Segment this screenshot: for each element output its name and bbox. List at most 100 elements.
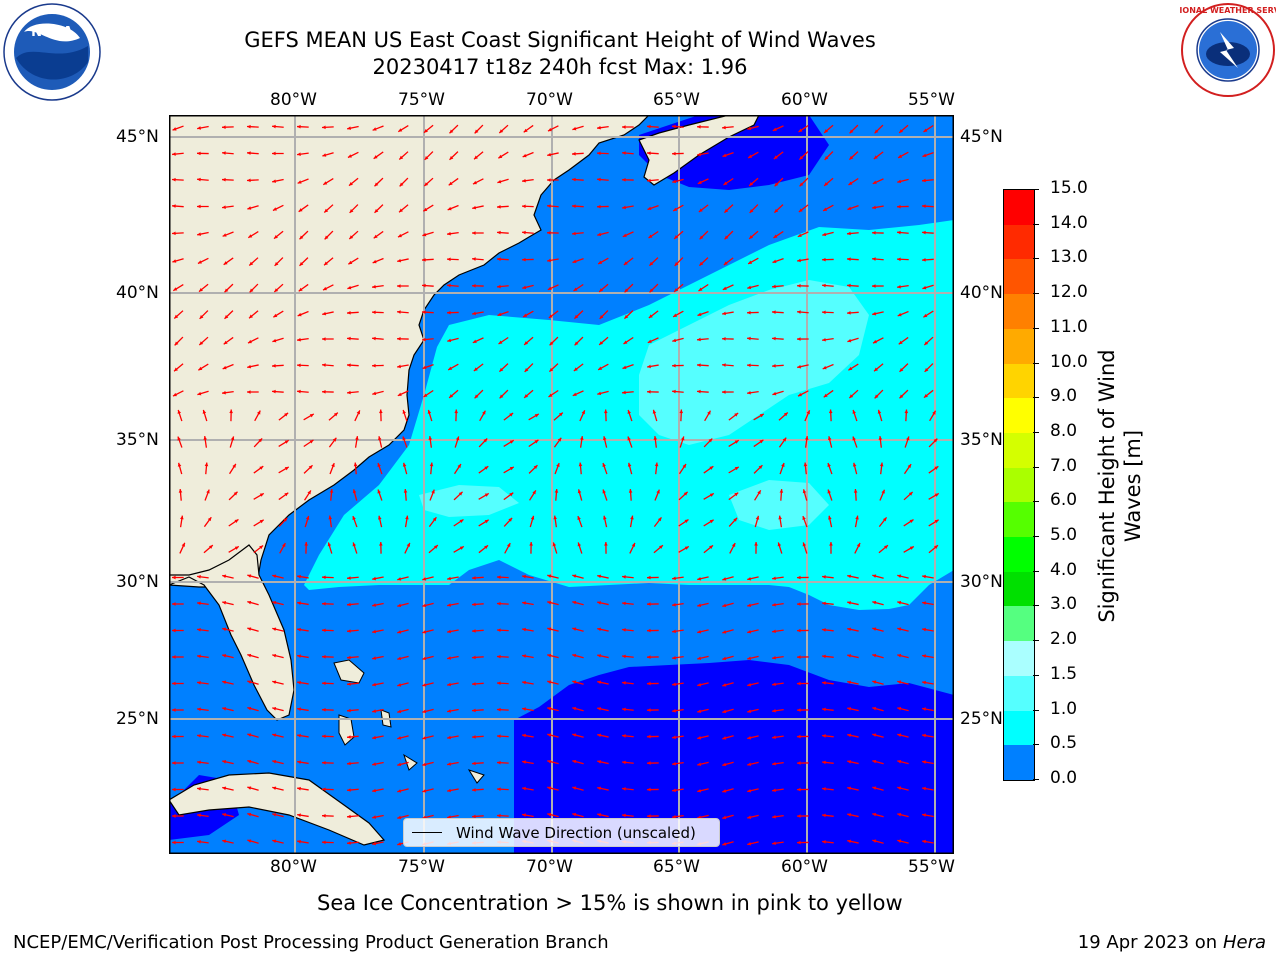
wave-direction-arrowhead <box>347 735 351 739</box>
wave-direction-arrowhead <box>373 234 378 239</box>
wave-direction-arrowhead <box>572 627 577 631</box>
wave-direction-arrowhead <box>298 287 303 292</box>
wave-direction-arrowhead <box>172 392 177 397</box>
sea-1.5-2.0 <box>639 280 869 445</box>
wave-direction-arrowhead <box>879 462 884 467</box>
wave-direction-arrowhead <box>272 653 277 658</box>
wave-direction-arrowhead <box>549 341 554 346</box>
wave-direction-arrowhead <box>297 180 302 184</box>
wave-direction-arrowhead <box>577 516 581 521</box>
wave-direction-arrowhead <box>622 681 626 685</box>
wave-direction-arrowhead <box>534 439 539 444</box>
wave-direction-arrowhead <box>272 364 276 368</box>
wave-direction-arrowhead <box>378 515 382 520</box>
wave-direction-arrowhead <box>597 232 602 237</box>
wave-direction-arrowhead <box>497 230 501 235</box>
wave-direction-arrowhead <box>405 515 409 520</box>
colorbar-label-line-2: Waves [m] <box>1121 429 1145 543</box>
colorbar-tick-mark <box>1033 293 1039 295</box>
wave-direction-arrowhead <box>722 337 726 341</box>
wave-direction-arrowhead <box>622 760 626 765</box>
wave-direction-arrowhead <box>597 125 601 130</box>
wave-direction-arrowhead <box>533 465 538 470</box>
wave-direction-arrowhead <box>697 337 701 342</box>
wave-direction-arrowhead <box>483 438 488 443</box>
wave-direction-arrowhead <box>372 336 376 341</box>
wave-direction-arrowhead <box>299 235 304 240</box>
wave-direction-arrowhead <box>747 310 751 315</box>
wave-direction-arrowhead <box>697 603 702 608</box>
lon-tick-bottom-75w: 75°W <box>398 857 445 877</box>
wave-direction-arrowhead <box>348 260 353 265</box>
wave-direction-arrowhead <box>731 543 736 548</box>
wave-direction-arrowhead <box>922 839 926 844</box>
wave-direction-arrowhead <box>222 151 226 155</box>
wave-direction-arrowhead <box>297 760 301 764</box>
wave-direction-arrowhead <box>497 734 501 739</box>
wave-direction-arrowhead <box>922 204 926 208</box>
wave-direction-arrowhead <box>672 708 676 713</box>
wave-direction-arrowhead <box>222 205 226 209</box>
wave-direction-arrowhead <box>822 840 826 844</box>
wave-direction-arrowhead <box>922 153 927 157</box>
wave-direction-arrowhead <box>697 152 701 157</box>
wave-direction-arrowhead <box>472 682 476 686</box>
wave-direction-arrowhead <box>474 129 479 134</box>
wave-direction-arrowhead <box>572 574 577 578</box>
wave-direction-arrowhead <box>524 341 529 345</box>
wave-direction-arrowhead <box>347 154 352 158</box>
wave-direction-arrowhead <box>572 177 576 182</box>
wave-direction-arrowhead <box>322 760 326 765</box>
wave-direction-arrowhead <box>204 462 209 467</box>
wave-direction-arrowhead <box>827 489 831 494</box>
wave-direction-arrowhead <box>672 814 676 819</box>
wave-direction-arrowhead <box>572 152 576 156</box>
lat-tick-right-35n: 35°N <box>960 430 1003 450</box>
wave-direction-arrowhead <box>897 284 901 289</box>
wave-direction-arrowhead <box>822 813 826 818</box>
wave-direction-arrowhead <box>828 409 833 414</box>
wave-direction-arrowhead <box>572 600 577 605</box>
wave-direction-arrowhead <box>547 786 552 790</box>
wave-direction-arrowhead <box>347 841 351 845</box>
lat-tick-left-40n: 40°N <box>116 283 159 303</box>
wave-direction-arrowhead <box>447 762 451 766</box>
wave-direction-arrowhead <box>824 182 829 186</box>
wave-direction-arrowhead <box>422 630 427 634</box>
wave-direction-arrowhead <box>284 440 289 444</box>
wave-direction-arrowhead <box>458 491 463 496</box>
wave-direction-arrowhead <box>822 760 826 765</box>
wave-direction-arrowhead <box>247 206 252 210</box>
colorbar-label: Significant Height of Wind Waves [m] <box>1094 296 1146 676</box>
wave-direction-arrowhead <box>247 574 252 578</box>
wave-direction-arrowhead <box>449 394 454 398</box>
wave-direction-arrowhead <box>499 129 504 134</box>
colorbar-tick-mark <box>1033 327 1039 329</box>
run-date-prefix: 19 Apr 2023 on <box>1077 932 1218 953</box>
wave-direction-arrowhead <box>697 762 702 767</box>
wave-direction-arrowhead <box>377 436 382 441</box>
wave-direction-arrowhead <box>422 283 426 288</box>
wave-direction-arrowhead <box>472 205 477 210</box>
wave-direction-arrowhead <box>322 734 326 739</box>
wave-direction-arrowhead <box>872 653 877 658</box>
wave-direction-arrowhead <box>323 181 328 185</box>
wave-direction-arrowhead <box>422 258 426 262</box>
wave-direction-arrowhead <box>522 733 526 738</box>
wave-direction-arrowhead <box>647 178 651 183</box>
wave-direction-arrowhead <box>472 257 476 261</box>
wave-direction-arrowhead <box>472 735 476 739</box>
colorbar-tick-label: 6.0 <box>1050 490 1078 511</box>
colorbar-tick-label: 1.0 <box>1050 698 1078 719</box>
wave-direction-arrowhead <box>509 466 514 471</box>
wave-direction-arrowhead <box>672 124 676 129</box>
wave-direction-arrowhead <box>349 209 354 213</box>
wave-direction-arrowhead <box>499 394 504 399</box>
wave-direction-arrowhead <box>622 125 626 129</box>
wave-direction-arrowhead <box>623 340 628 344</box>
wave-direction-arrowhead <box>877 409 882 414</box>
wave-direction-arrowhead <box>598 366 603 370</box>
wave-direction-arrowhead <box>647 364 651 369</box>
wave-direction-arrowhead <box>422 683 427 687</box>
wave-direction-arrowhead <box>247 786 252 790</box>
